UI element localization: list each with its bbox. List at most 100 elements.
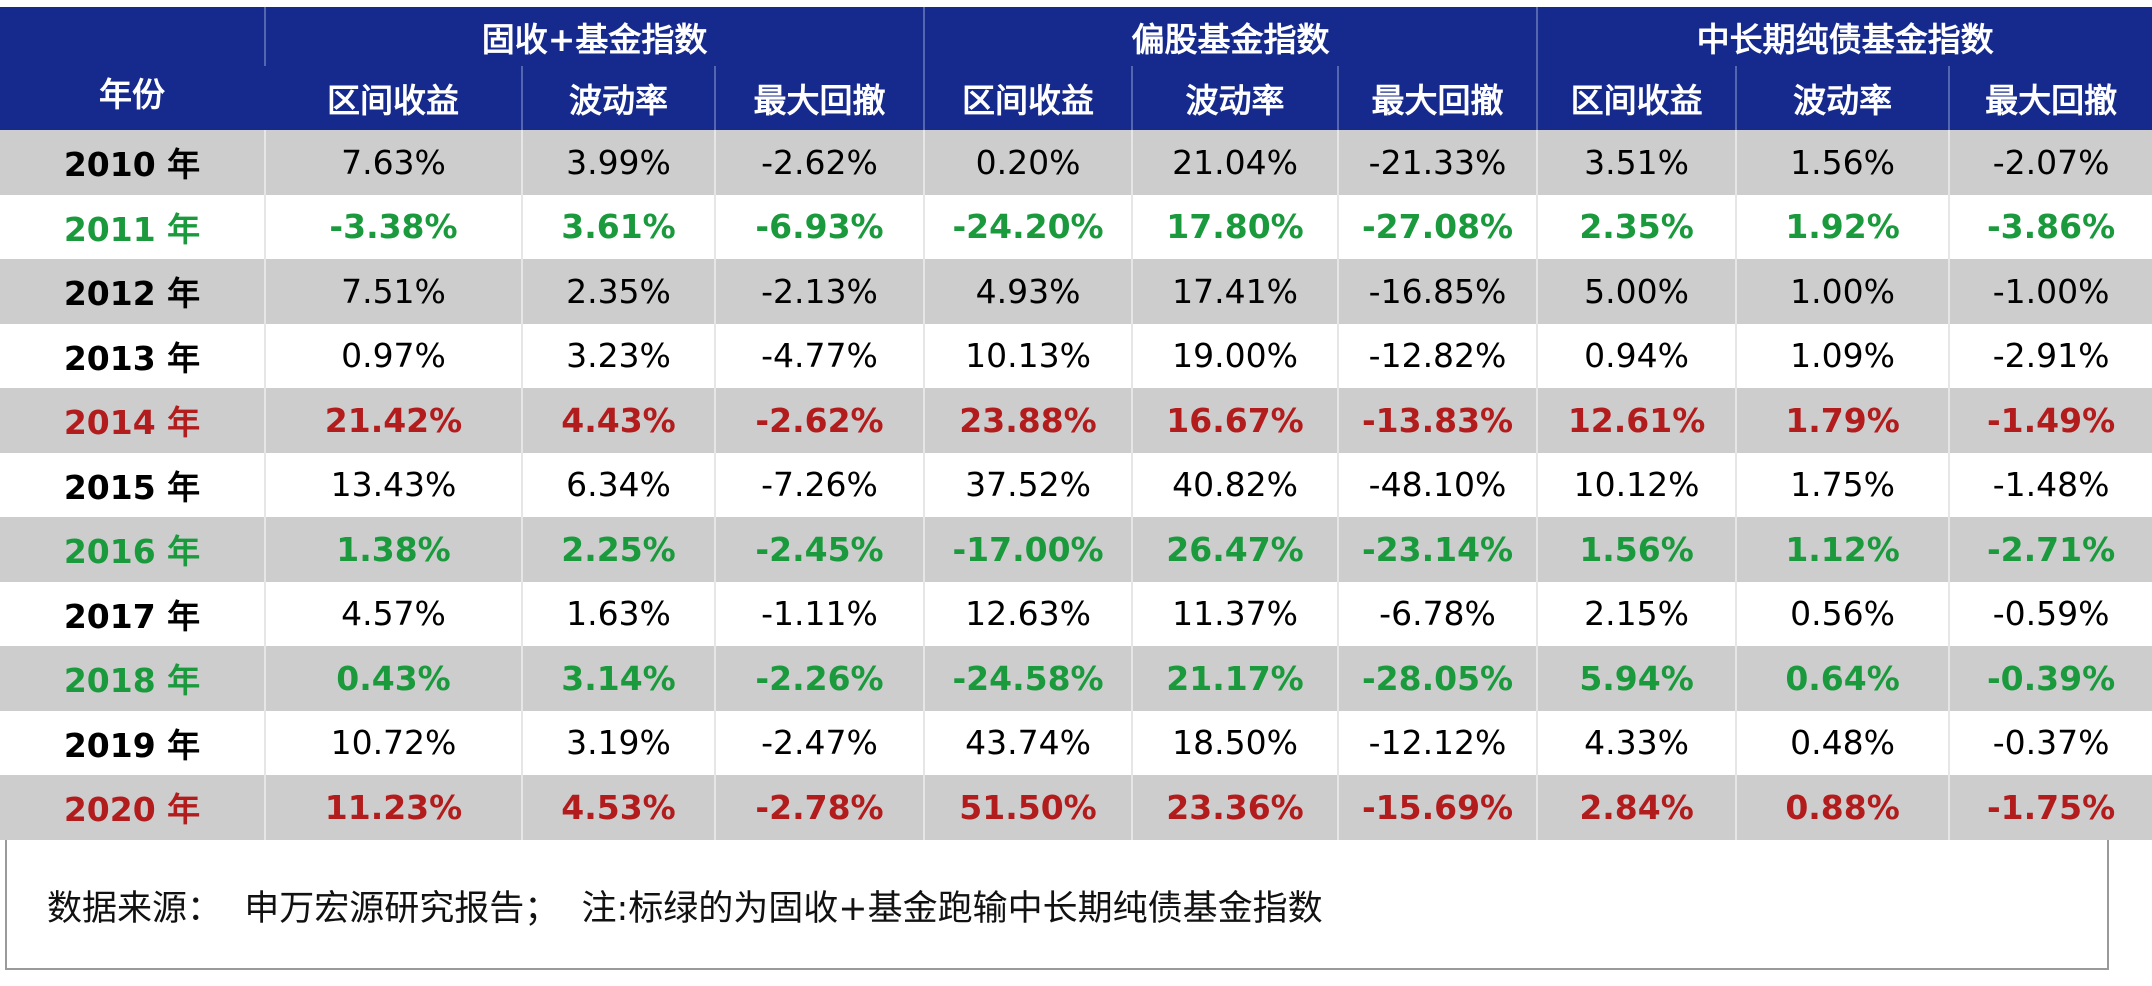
- value-cell: 2.25%: [521, 517, 715, 582]
- value-cell: -17.00%: [923, 517, 1133, 582]
- value-cell: 37.52%: [923, 452, 1133, 517]
- value-cell: -15.69%: [1337, 775, 1538, 840]
- value-cell: 0.97%: [264, 323, 522, 388]
- value-cell: 2.15%: [1536, 581, 1737, 646]
- group-header: 偏股基金指数: [923, 7, 1538, 66]
- value-cell: 1.63%: [521, 581, 715, 646]
- value-cell: -0.59%: [1948, 581, 2152, 646]
- column-header: 最大回撤: [1337, 66, 1538, 130]
- value-cell: 12.63%: [923, 581, 1133, 646]
- value-cell: 19.00%: [1131, 323, 1339, 388]
- value-cell: 3.51%: [1536, 130, 1737, 195]
- value-cell: 51.50%: [923, 775, 1133, 840]
- value-cell: 10.72%: [264, 710, 522, 775]
- year-cell: 2019 年: [63, 725, 201, 765]
- value-cell: 10.12%: [1536, 452, 1737, 517]
- value-cell: 17.41%: [1131, 259, 1339, 324]
- column-header: 最大回撤: [1948, 66, 2152, 130]
- value-cell: 21.04%: [1131, 130, 1339, 195]
- year-cell: 2016 年: [0, 517, 265, 582]
- value-cell: 1.12%: [1735, 517, 1950, 582]
- year-cell: 2011 年: [63, 209, 201, 249]
- column-header: 区间收益: [923, 66, 1133, 130]
- value-cell: 5.00%: [1536, 259, 1737, 324]
- value-cell: 0.64%: [1735, 646, 1950, 711]
- value-cell: 2.35%: [521, 259, 715, 324]
- year-cell: 2013 年: [63, 338, 201, 378]
- value-cell: -21.33%: [1337, 130, 1538, 195]
- value-cell: 3.23%: [521, 323, 715, 388]
- value-cell: 12.61%: [1536, 388, 1737, 453]
- column-header: 波动率: [521, 66, 715, 130]
- value-cell: 0.43%: [264, 646, 522, 711]
- value-cell: 23.36%: [1131, 775, 1339, 840]
- value-cell: 0.56%: [1735, 581, 1950, 646]
- value-cell: -7.26%: [713, 452, 925, 517]
- value-cell: 7.51%: [264, 259, 522, 324]
- value-cell: -16.85%: [1337, 259, 1538, 324]
- table-row: 2015 年 13.43% 6.34% -7.26% 37.52% 40.82% -48.1…: [0, 452, 2152, 517]
- value-cell: 0.20%: [923, 130, 1133, 195]
- year-cell: 2015 年: [63, 467, 201, 507]
- value-cell: 21.42%: [264, 388, 522, 453]
- value-cell: 1.38%: [264, 517, 522, 582]
- value-cell: 11.37%: [1131, 581, 1339, 646]
- value-cell: 1.75%: [1735, 452, 1950, 517]
- value-cell: 2.35%: [1536, 194, 1737, 259]
- group-header: 固收+基金指数: [263, 7, 925, 66]
- value-cell: -2.47%: [713, 710, 925, 775]
- value-cell: -1.75%: [1948, 775, 2152, 840]
- year-cell: 2020 年: [0, 775, 265, 840]
- value-cell: -6.78%: [1337, 581, 1538, 646]
- value-cell: 1.09%: [1735, 323, 1950, 388]
- value-cell: 1.56%: [1536, 517, 1737, 582]
- table-row: 2011 年 -3.38% 3.61% -6.93% -24.20% 17.80% -27.…: [0, 194, 2152, 259]
- table-row: 2018 年 0.43% 3.14% -2.26% -24.58% 21.17% -28.0…: [0, 646, 2152, 711]
- value-cell: 4.33%: [1536, 710, 1737, 775]
- column-header: 区间收益: [1536, 66, 1737, 130]
- year-cell: 2014 年: [0, 388, 265, 453]
- value-cell: 5.94%: [1536, 646, 1737, 711]
- value-cell: -4.77%: [713, 323, 925, 388]
- value-cell: 11.23%: [264, 775, 522, 840]
- value-cell: 3.14%: [521, 646, 715, 711]
- value-cell: 13.43%: [264, 452, 522, 517]
- value-cell: -48.10%: [1337, 452, 1538, 517]
- value-cell: 26.47%: [1131, 517, 1339, 582]
- value-cell: -2.07%: [1948, 130, 2152, 195]
- value-cell: 1.56%: [1735, 130, 1950, 195]
- value-cell: 6.34%: [521, 452, 715, 517]
- value-cell: -12.12%: [1337, 710, 1538, 775]
- year-header: 年份: [0, 7, 265, 130]
- value-cell: 10.13%: [923, 323, 1133, 388]
- value-cell: -3.38%: [264, 194, 522, 259]
- year-cell: 2010 年: [0, 130, 265, 195]
- value-cell: -2.91%: [1948, 323, 2152, 388]
- value-cell: 3.19%: [521, 710, 715, 775]
- value-cell: 3.99%: [521, 130, 715, 195]
- value-cell: 1.92%: [1735, 194, 1950, 259]
- value-cell: -2.45%: [713, 517, 925, 582]
- year-cell: 2012 年: [0, 259, 265, 324]
- value-cell: -0.37%: [1948, 710, 2152, 775]
- table-row: 2017 年 4.57% 1.63% -1.11% 12.63% 11.37% -6.78%…: [0, 581, 2152, 646]
- value-cell: -24.58%: [923, 646, 1133, 711]
- value-cell: 40.82%: [1131, 452, 1339, 517]
- value-cell: 1.79%: [1735, 388, 1950, 453]
- footer-note: 数据来源： 申万宏源研究报告； 注:标绿的为固收+基金跑输中长期纯债基金指数: [47, 889, 1323, 929]
- value-cell: 4.43%: [521, 388, 715, 453]
- value-cell: 21.17%: [1131, 646, 1339, 711]
- table-row: 2013 年 0.97% 3.23% -4.77% 10.13% 19.00% -12.82…: [0, 323, 2152, 388]
- value-cell: -28.05%: [1337, 646, 1538, 711]
- value-cell: 4.57%: [264, 581, 522, 646]
- value-cell: 18.50%: [1131, 710, 1339, 775]
- column-header: 区间收益: [265, 66, 522, 130]
- value-cell: -13.83%: [1337, 388, 1538, 453]
- value-cell: 4.53%: [521, 775, 715, 840]
- value-cell: 0.88%: [1735, 775, 1950, 840]
- value-cell: 0.48%: [1735, 710, 1950, 775]
- value-cell: 43.74%: [923, 710, 1133, 775]
- footer-box: 数据来源： 申万宏源研究报告； 注:标绿的为固收+基金跑输中长期纯债基金指数: [5, 840, 2109, 970]
